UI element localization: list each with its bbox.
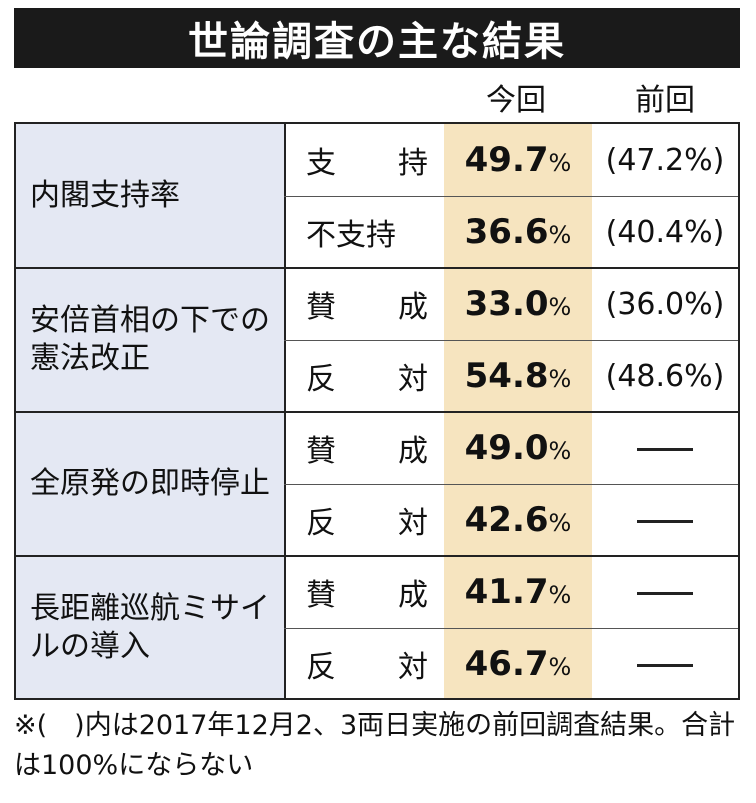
previous-value: (40.4%) — [605, 214, 725, 250]
current-value-number: 33.0 — [464, 284, 549, 324]
table-row: 反対 54.8% (48.6%) — [284, 340, 738, 412]
table-row: 反対 46.7% — [284, 628, 738, 700]
percent-unit: % — [548, 653, 572, 681]
current-value: 54.8% — [444, 356, 592, 396]
current-value: 36.6% — [444, 212, 592, 252]
percent-unit: % — [548, 509, 572, 537]
group-divider — [16, 267, 738, 269]
no-data-dash — [637, 591, 693, 595]
no-data-dash — [637, 663, 693, 667]
row-divider — [284, 196, 738, 197]
previous-value — [592, 431, 738, 466]
group-divider — [16, 555, 738, 557]
answer-label: 反対 — [306, 650, 428, 685]
no-data-dash — [637, 519, 693, 523]
percent-unit: % — [548, 365, 572, 393]
percent-unit: % — [548, 437, 572, 465]
row-divider — [284, 484, 738, 485]
current-value: 46.7% — [444, 644, 592, 684]
current-value-number: 42.6 — [464, 500, 549, 540]
answer-label: 支持 — [306, 146, 428, 181]
previous-value — [592, 503, 738, 538]
table-row: 賛成 33.0% (36.0%) — [284, 268, 738, 340]
previous-value — [592, 575, 738, 610]
current-value: 33.0% — [444, 284, 592, 324]
table-row: 賛成 41.7% — [284, 556, 738, 628]
current-value-number: 49.7 — [464, 140, 549, 180]
column-header-previous: 前回 — [635, 83, 695, 118]
previous-value: (36.0%) — [605, 286, 725, 322]
current-value-number: 46.7 — [464, 644, 549, 684]
previous-value: (47.2%) — [605, 142, 725, 178]
category-label: 全原発の即時停止 — [30, 466, 270, 501]
percent-unit: % — [548, 581, 572, 609]
current-value: 42.6% — [444, 500, 592, 540]
table-row: 賛成 49.0% — [284, 412, 738, 484]
table-row: 支持 49.7% (47.2%) — [284, 124, 738, 196]
answer-label: 賛成 — [306, 290, 428, 325]
footnote: ※( )内は2017年12月2、3両日実施の前回調査結果。合計は100%にならな… — [14, 710, 736, 781]
answer-label: 賛成 — [306, 434, 428, 469]
row-divider — [284, 340, 738, 341]
category-label: 長距離巡航ミサイルの導入 — [30, 591, 270, 664]
column-header-current: 今回 — [486, 83, 546, 118]
table-row: 反対 42.6% — [284, 484, 738, 556]
percent-unit: % — [548, 293, 572, 321]
previous-value: (48.6%) — [605, 358, 725, 394]
answer-label: 反対 — [306, 506, 428, 541]
no-data-dash — [637, 447, 693, 451]
row-divider — [284, 628, 738, 629]
current-value-number: 54.8 — [464, 356, 549, 396]
answer-label: 賛成 — [306, 578, 428, 613]
percent-unit: % — [548, 221, 572, 249]
group-divider — [16, 411, 738, 413]
results-table: 内閣支持率 支持 49.7% (47.2%) 不支持 36.6% (40.4%) 安倍首相の下… — [14, 122, 740, 700]
percent-unit: % — [548, 149, 572, 177]
answer-label: 反対 — [306, 362, 428, 397]
category-label: 内閣支持率 — [30, 178, 180, 213]
chart-title: 世論調査の主な結果 — [14, 8, 740, 68]
current-value: 49.0% — [444, 428, 592, 468]
current-value-number: 49.0 — [464, 428, 549, 468]
table-row: 不支持 36.6% (40.4%) — [284, 196, 738, 268]
previous-value — [592, 647, 738, 682]
current-value-number: 36.6 — [464, 212, 549, 252]
category-label: 安倍首相の下での憲法改正 — [30, 303, 270, 376]
current-value-number: 41.7 — [464, 572, 549, 612]
answer-label: 不支持 — [306, 218, 396, 253]
current-value: 49.7% — [444, 140, 592, 180]
current-value: 41.7% — [444, 572, 592, 612]
